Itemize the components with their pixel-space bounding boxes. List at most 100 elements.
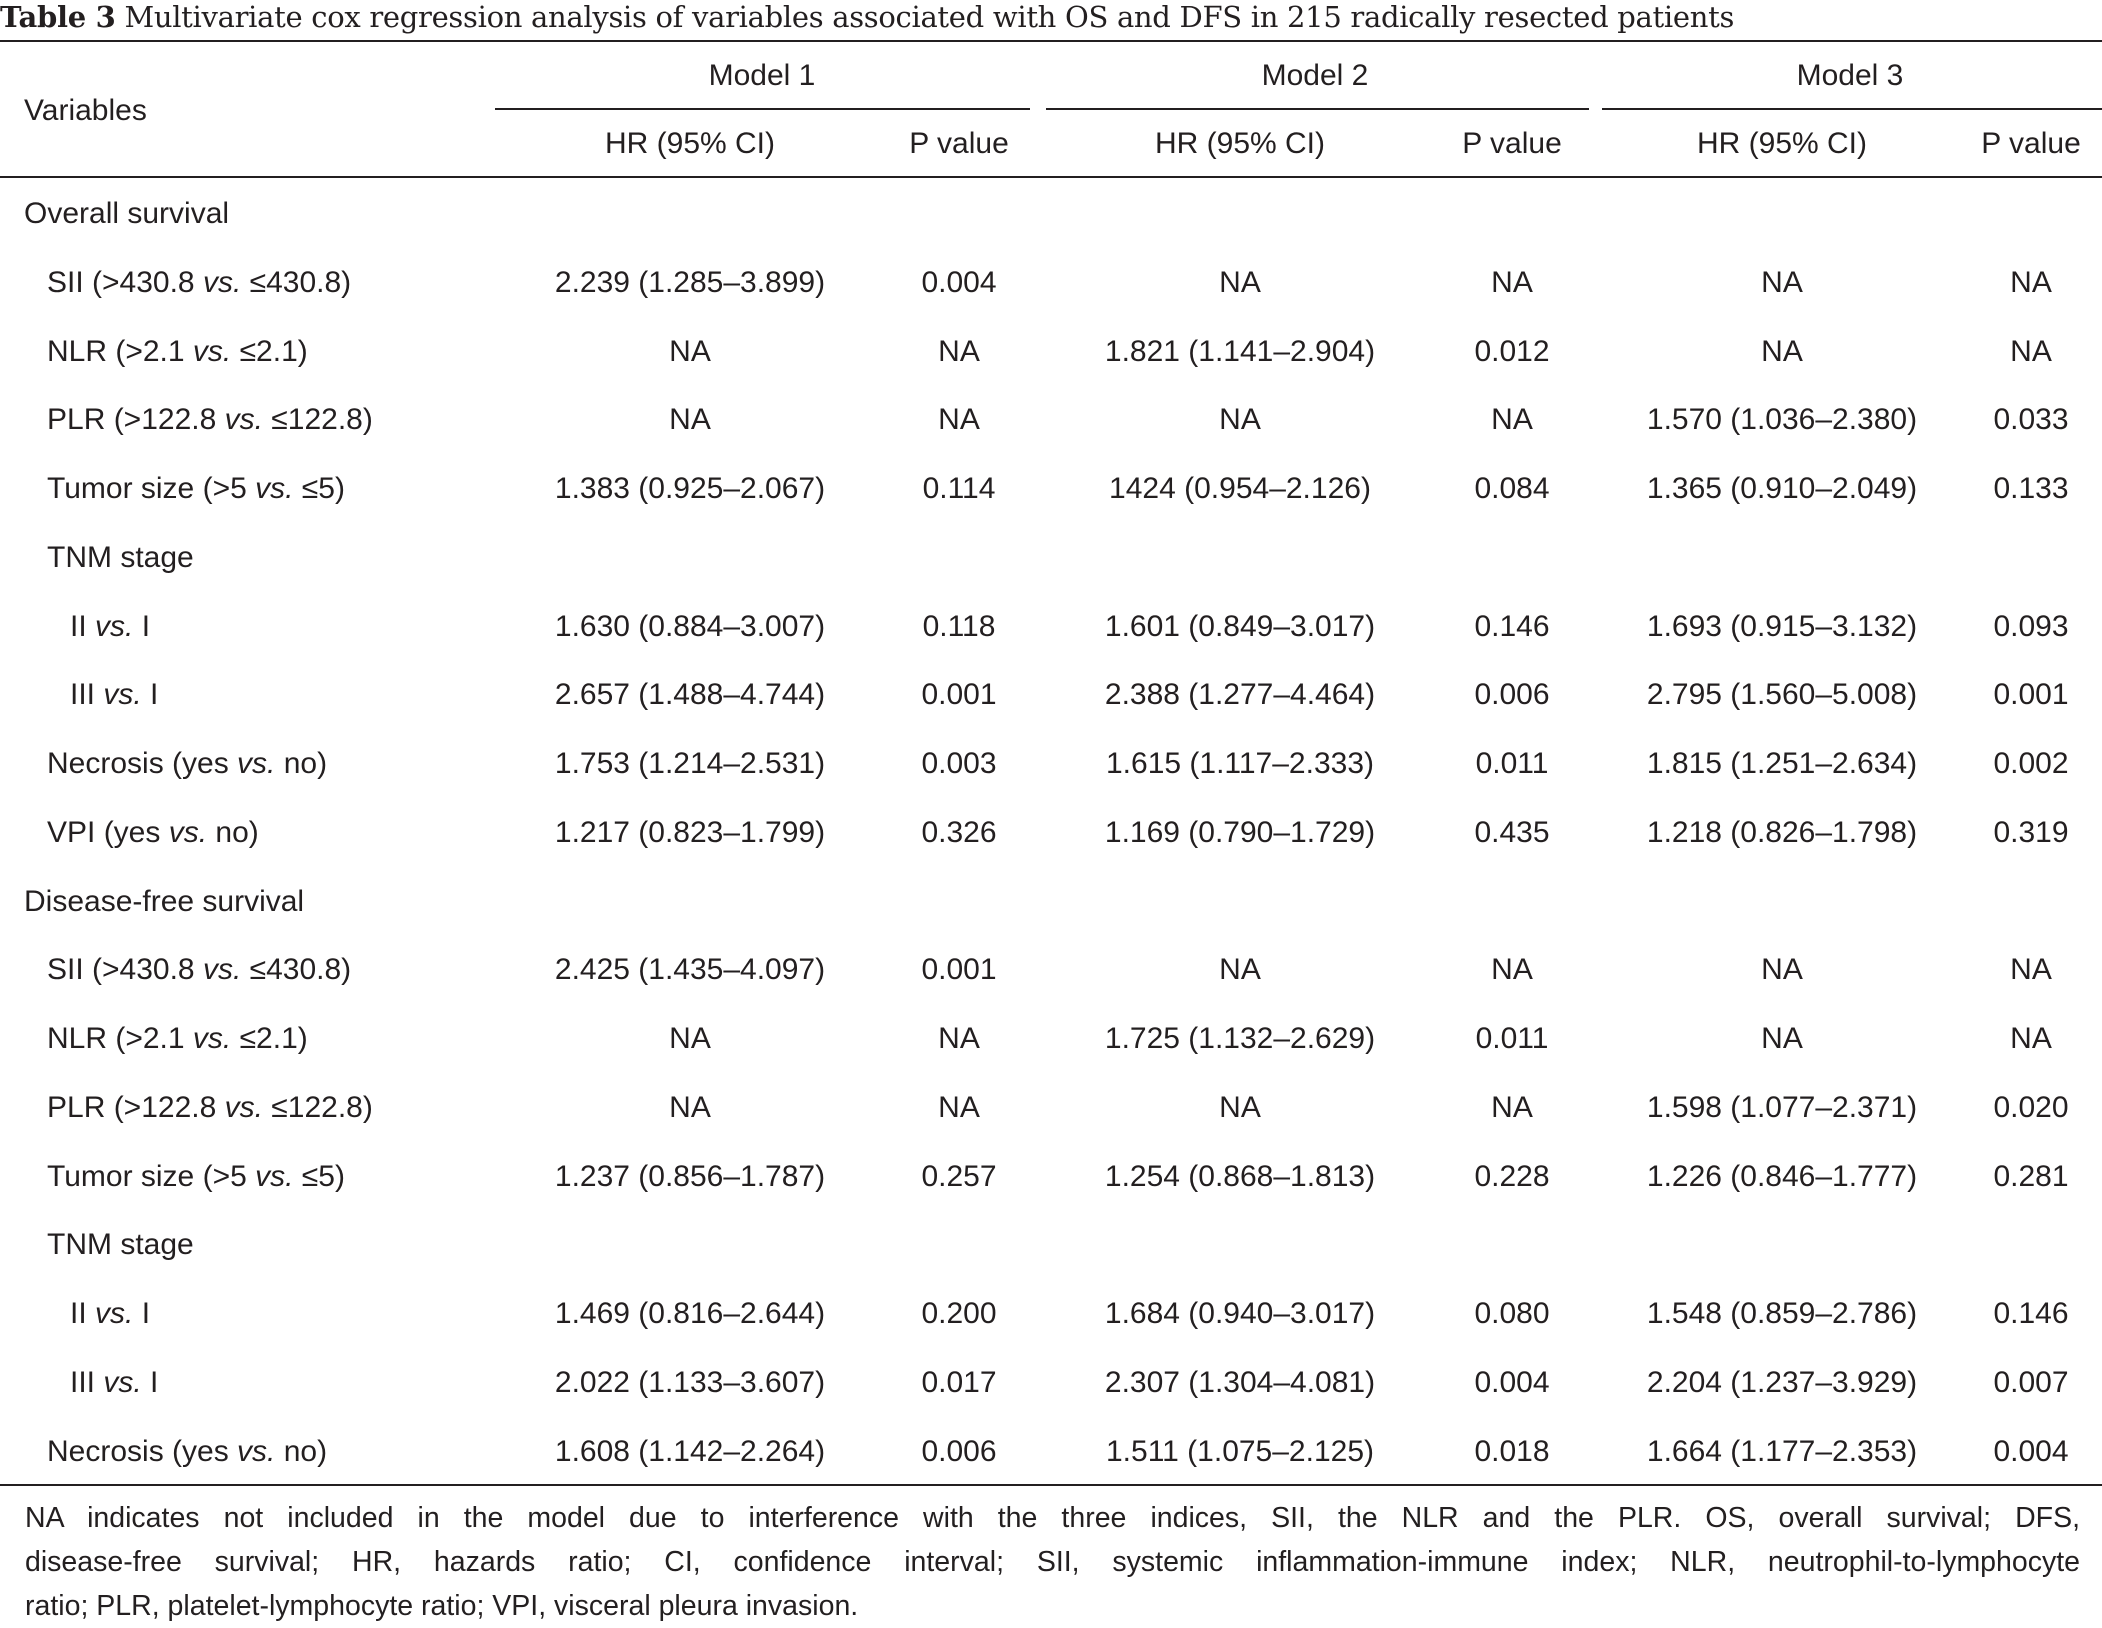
- model-1-hr-header: HR (95% CI): [604, 127, 776, 160]
- variable-label: NLR (>2.1 vs. ≤2.1): [47, 334, 308, 370]
- hr-ci-cell: 1.226 (0.846–1.777): [1646, 1159, 1918, 1193]
- model-3-rule: [1602, 108, 2102, 110]
- p-value-cell: 0.001: [1993, 678, 2069, 712]
- p-value-cell: NA: [938, 334, 980, 368]
- p-value-cell: 0.281: [1993, 1159, 2069, 1193]
- versus-text: vs.: [202, 265, 242, 299]
- hr-ci-cell: 2.425 (1.435–4.097): [554, 953, 826, 987]
- footnote-line-1: NA indicates not included in the model d…: [25, 1502, 2080, 1534]
- hr-ci-cell: NA: [669, 1090, 711, 1124]
- versus-text: vs.: [103, 678, 142, 712]
- hr-ci-cell: NA: [1761, 334, 1803, 368]
- versus-text: vs.: [192, 334, 232, 368]
- variable-comparator: ≤430.8): [241, 265, 352, 299]
- hr-ci-cell: 1.684 (0.940–3.017): [1104, 1297, 1376, 1330]
- variable-text: PLR (>122.8: [47, 1090, 225, 1124]
- hr-ci-cell: NA: [669, 1022, 711, 1055]
- hr-ci-cell: 1.601 (0.849–3.017): [1104, 609, 1376, 643]
- variable-label: SII (>430.8 vs. ≤430.8): [47, 952, 351, 988]
- hr-ci-cell: NA: [1219, 953, 1261, 987]
- hr-ci-cell: 1.630 (0.884–3.007): [554, 609, 826, 643]
- variable-label: TNM stage: [47, 540, 194, 576]
- p-value-cell: 0.001: [921, 678, 997, 712]
- model-2-header: Model 2: [1261, 59, 1369, 92]
- p-value-cell: 0.146: [1993, 1297, 2069, 1330]
- variable-label: II vs. I: [70, 1296, 150, 1332]
- versus-text: vs.: [237, 747, 276, 780]
- variable-label: III vs. I: [70, 1365, 158, 1401]
- p-value-cell: 0.257: [921, 1159, 997, 1193]
- variable-label: Necrosis (yes vs. no): [47, 746, 327, 782]
- variable-label: VPI (yes vs. no): [47, 815, 259, 851]
- table-caption: Table 3 Multivariate cox regression anal…: [0, 0, 2102, 36]
- variable-text: SII (>430.8: [47, 953, 203, 987]
- variable-comparator: no): [207, 815, 259, 849]
- footnote-line-2: disease-free survival; HR, hazards ratio…: [25, 1546, 2080, 1578]
- hr-ci-cell: 1.169 (0.790–1.729): [1104, 815, 1376, 849]
- variable-text: NLR (>2.1: [47, 334, 193, 368]
- model-2-hr-header: HR (95% CI): [1154, 127, 1326, 160]
- versus-text: vs.: [255, 472, 294, 505]
- variable-comparator: ≤2.1): [231, 334, 308, 368]
- model-1-header: Model 1: [708, 59, 816, 92]
- variable-comparator: I: [133, 1297, 151, 1330]
- p-value-cell: 0.228: [1474, 1159, 1550, 1193]
- variable-label: II vs. I: [70, 609, 150, 645]
- p-value-cell: 0.200: [921, 1297, 997, 1330]
- p-value-cell: NA: [2010, 1022, 2052, 1055]
- hr-ci-cell: 2.204 (1.237–3.929): [1646, 1365, 1918, 1399]
- p-value-cell: 0.080: [1474, 1297, 1550, 1330]
- p-value-cell: NA: [938, 1022, 980, 1055]
- hr-ci-cell: NA: [1219, 265, 1261, 299]
- p-value-cell: 0.020: [1993, 1090, 2069, 1124]
- p-value-cell: 0.003: [921, 747, 997, 780]
- variable-text: TNM stage: [47, 1228, 194, 1262]
- p-value-cell: 0.011: [1475, 1022, 1549, 1055]
- versus-text: vs.: [168, 815, 208, 849]
- p-value-cell: 0.084: [1474, 472, 1550, 505]
- model-1-rule: [495, 108, 1030, 110]
- hr-ci-cell: 1.237 (0.856–1.787): [554, 1159, 826, 1193]
- model-2-p-header: P value: [1462, 127, 1562, 160]
- variable-text: TNM stage: [47, 540, 194, 574]
- variable-text: II: [70, 1297, 96, 1330]
- hr-ci-cell: 1.598 (1.077–2.371): [1646, 1090, 1918, 1124]
- variable-text: Tumor size (>5: [47, 1159, 256, 1193]
- p-value-cell: 0.326: [921, 815, 997, 849]
- versus-text: vs.: [103, 1365, 142, 1399]
- model-3-hr-header: HR (95% CI): [1696, 127, 1868, 160]
- section-label: Overall survival: [24, 197, 230, 230]
- p-value-cell: 0.007: [1993, 1365, 2069, 1399]
- versus-text: vs.: [224, 403, 263, 437]
- p-value-cell: 0.012: [1474, 334, 1550, 368]
- versus-text: vs.: [192, 1022, 232, 1055]
- p-value-cell: 0.118: [922, 609, 996, 643]
- versus-text: vs.: [237, 1434, 276, 1468]
- variable-text: NLR (>2.1: [47, 1022, 193, 1055]
- hr-ci-cell: 1.725 (1.132–2.629): [1104, 1022, 1376, 1055]
- hr-ci-cell: 2.239 (1.285–3.899): [554, 265, 826, 299]
- variable-text: III: [70, 1365, 104, 1399]
- versus-text: vs.: [95, 1297, 134, 1330]
- hr-ci-cell: 1.469 (0.816–2.644): [554, 1297, 826, 1330]
- hr-ci-cell: 1.548 (0.859–2.786): [1646, 1297, 1918, 1330]
- hr-ci-cell: NA: [1219, 1090, 1261, 1124]
- top-rule: [0, 40, 2102, 42]
- p-value-cell: 0.133: [1993, 472, 2069, 505]
- variable-label: Tumor size (>5 vs. ≤5): [47, 1159, 345, 1195]
- variable-comparator: no): [275, 1434, 328, 1468]
- p-value-cell: NA: [2010, 334, 2052, 368]
- p-value-cell: NA: [2010, 953, 2052, 987]
- p-value-cell: 0.006: [921, 1434, 997, 1468]
- p-value-cell: 0.017: [921, 1365, 997, 1399]
- p-value-cell: 0.004: [1993, 1434, 2069, 1468]
- hr-ci-cell: 1.383 (0.925–2.067): [554, 472, 826, 505]
- hr-ci-cell: 1.570 (1.036–2.380): [1646, 403, 1918, 437]
- variable-comparator: ≤5): [293, 472, 345, 505]
- variable-text: Necrosis (yes: [47, 1434, 238, 1468]
- hr-ci-cell: 1.365 (0.910–2.049): [1646, 472, 1918, 505]
- p-value-cell: NA: [1491, 953, 1533, 987]
- hr-ci-cell: 1.218 (0.826–1.798): [1646, 815, 1918, 849]
- hr-ci-cell: 1.615 (1.117–2.333): [1106, 747, 1374, 780]
- variable-comparator: ≤2.1): [231, 1022, 308, 1055]
